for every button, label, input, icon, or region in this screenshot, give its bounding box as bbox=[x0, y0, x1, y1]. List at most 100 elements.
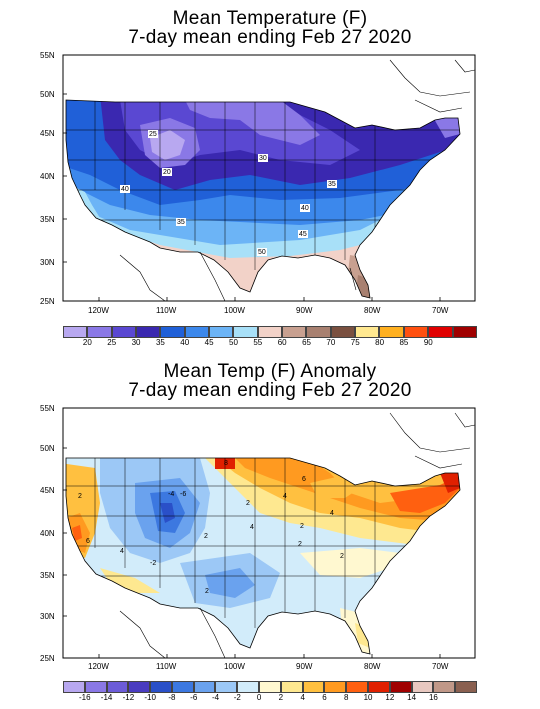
legend-label: 8 bbox=[344, 693, 349, 702]
legend-swatch bbox=[193, 681, 216, 693]
legend-label: 35 bbox=[155, 338, 165, 347]
contour-label: 40 bbox=[301, 205, 309, 212]
legend-swatch bbox=[389, 681, 412, 693]
lat-label: 35N bbox=[40, 215, 55, 224]
legend-swatch bbox=[452, 326, 477, 338]
contour-label: -6 bbox=[180, 491, 186, 498]
contour-label: -2 bbox=[150, 560, 156, 567]
legend-label: -2 bbox=[233, 693, 241, 702]
panel2-title: Mean Temp (F) Anomaly bbox=[163, 361, 377, 382]
contour-label: 2 bbox=[205, 588, 209, 595]
panel2-legend: -16 -14 -12 -10 -8 -6 -4 -2 0 2 4 6 8 10 12 14 16 bbox=[63, 681, 477, 705]
contour-label: 2 bbox=[78, 493, 82, 500]
lon-label: 90W bbox=[296, 306, 313, 315]
lat-label: 50N bbox=[40, 444, 55, 453]
legend-swatch bbox=[282, 326, 307, 338]
legend-swatch bbox=[111, 326, 137, 338]
contour-label: 35 bbox=[177, 219, 185, 226]
legend-label: 30 bbox=[131, 338, 141, 347]
legend-swatch bbox=[106, 681, 129, 693]
legend-swatch bbox=[209, 326, 234, 338]
legend-swatch bbox=[302, 681, 325, 693]
contour-label: 35 bbox=[328, 181, 336, 188]
legend-swatch bbox=[346, 681, 368, 693]
legend-swatch bbox=[367, 681, 390, 693]
lon-label: 110W bbox=[156, 306, 177, 315]
panel2-map: 6 2 4 2 6 4 -4 -6 -2 2 4 2 2 4 2 2 8 55N… bbox=[40, 404, 476, 671]
legend-label: 70 bbox=[326, 338, 336, 347]
lat-label: 55N bbox=[40, 51, 55, 60]
legend-swatch bbox=[379, 326, 404, 338]
legend-label: 14 bbox=[407, 693, 417, 702]
lat-label: 50N bbox=[40, 90, 55, 99]
legend-label: 75 bbox=[350, 338, 360, 347]
legend-swatch bbox=[63, 326, 88, 338]
lat-label: 30N bbox=[40, 258, 55, 267]
contour-label: 2 bbox=[246, 500, 250, 507]
contour-label: 30 bbox=[259, 155, 267, 162]
legend-swatch bbox=[324, 681, 347, 693]
legend-swatch bbox=[160, 326, 185, 338]
panel1-legend: 20 25 30 35 40 45 50 55 60 65 70 75 80 85 90 bbox=[63, 326, 477, 350]
lon-label: 70W bbox=[432, 306, 449, 315]
panel1-title: Mean Temperature (F) bbox=[172, 8, 368, 29]
legend-swatch bbox=[280, 681, 303, 693]
lat-label: 45N bbox=[40, 129, 55, 138]
legend-swatch bbox=[184, 326, 210, 338]
contour-label: -4 bbox=[168, 491, 174, 498]
panel1-subtitle: 7-day mean ending Feb 27 2020 bbox=[128, 27, 412, 48]
lat-label: 40N bbox=[40, 172, 55, 181]
legend-label: 80 bbox=[375, 338, 385, 347]
legend-label: 0 bbox=[256, 693, 262, 702]
legend-swatch bbox=[455, 681, 477, 693]
legend-label: 45 bbox=[204, 338, 214, 347]
legend-label: -6 bbox=[190, 693, 198, 702]
legend-swatch bbox=[63, 681, 85, 693]
legend-swatch bbox=[257, 326, 283, 338]
lon-label: 90W bbox=[296, 662, 313, 671]
legend-swatch bbox=[84, 681, 107, 693]
lat-label: 30N bbox=[40, 612, 55, 621]
legend-label: -16 bbox=[79, 693, 91, 702]
legend-label: 4 bbox=[300, 693, 305, 702]
legend-label: 2 bbox=[278, 693, 284, 702]
legend-label: -8 bbox=[168, 693, 176, 702]
contour-label: 2 bbox=[340, 553, 344, 560]
contour-label: 4 bbox=[250, 524, 254, 531]
contour-label: 2 bbox=[300, 523, 304, 530]
lat-label: 45N bbox=[40, 486, 55, 495]
legend-label: 20 bbox=[82, 338, 92, 347]
legend-swatch bbox=[330, 326, 356, 338]
contour-label: 6 bbox=[302, 476, 306, 483]
legend-label: 6 bbox=[322, 693, 327, 702]
contour-label: 40 bbox=[121, 186, 129, 193]
legend-swatch bbox=[233, 326, 258, 338]
legend-swatch bbox=[171, 681, 194, 693]
legend-label: -4 bbox=[211, 693, 220, 702]
legend-label: 60 bbox=[277, 338, 287, 347]
legend-label: 55 bbox=[253, 338, 263, 347]
legend-label: 85 bbox=[399, 338, 409, 347]
lat-label: 40N bbox=[40, 529, 55, 538]
lon-label: 120W bbox=[88, 662, 109, 671]
legend-label: 25 bbox=[107, 338, 117, 347]
legend-label: 10 bbox=[363, 693, 373, 702]
legend-label: 50 bbox=[229, 338, 238, 347]
contour-label: 25 bbox=[149, 131, 157, 138]
legend-swatch bbox=[128, 681, 151, 693]
lon-label: 110W bbox=[156, 662, 177, 671]
legend-swatch bbox=[237, 681, 260, 693]
panel2-subtitle: 7-day mean ending Feb 27 2020 bbox=[128, 380, 412, 401]
contour-label: 6 bbox=[86, 538, 90, 545]
lon-label: 120W bbox=[88, 306, 109, 315]
lon-label: 100W bbox=[224, 662, 245, 671]
contour-label: 4 bbox=[330, 510, 334, 517]
legend-label: 40 bbox=[180, 338, 190, 347]
legend-swatch bbox=[87, 326, 112, 338]
legend-label: 65 bbox=[302, 338, 311, 347]
lat-label: 25N bbox=[40, 654, 55, 663]
contour-label: 8 bbox=[224, 460, 228, 467]
lon-label: 80W bbox=[364, 306, 381, 315]
legend-label: 90 bbox=[423, 338, 433, 347]
legend-swatch bbox=[403, 326, 429, 338]
